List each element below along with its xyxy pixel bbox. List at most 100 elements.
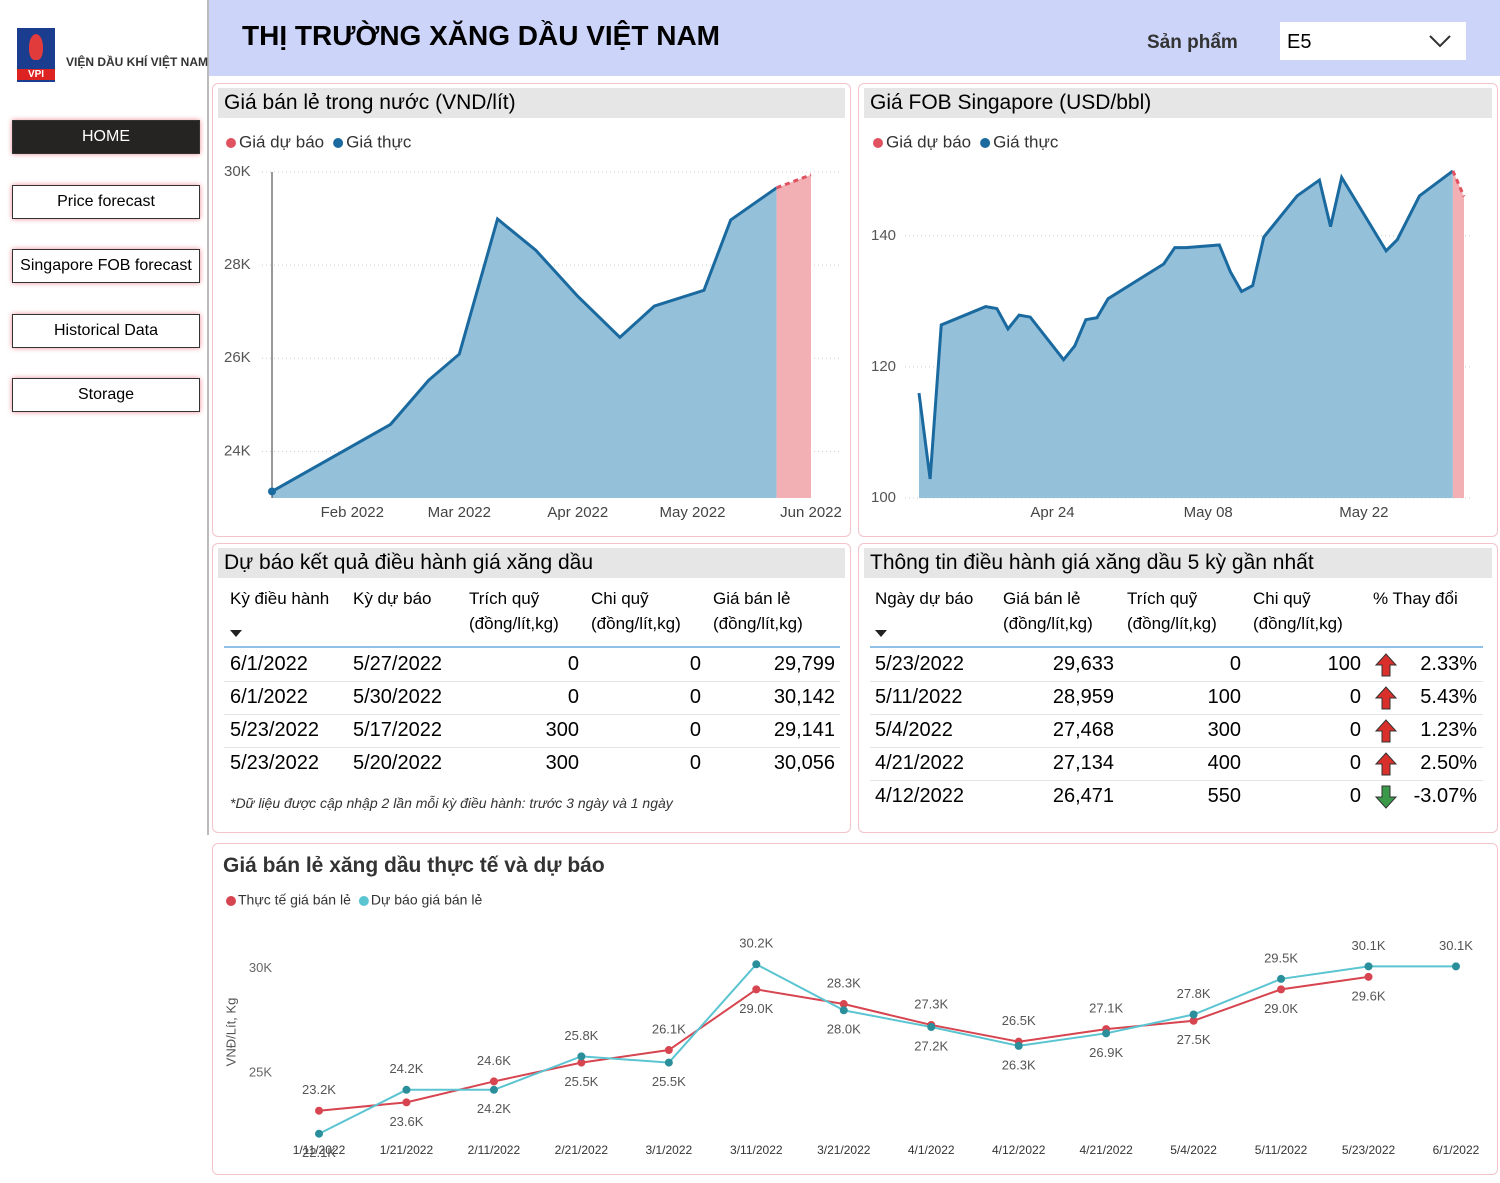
table-cell: -3.07%: [1413, 785, 1477, 807]
point-marker: [577, 1052, 586, 1061]
row-rule: [870, 780, 1483, 781]
table-cell: 550: [1207, 785, 1241, 807]
table-cell: 5/11/2022: [875, 686, 963, 708]
table-cell: 30,056: [773, 752, 835, 774]
data-label: 23.2K: [302, 1082, 336, 1097]
data-label: 27.5K: [1177, 1032, 1211, 1047]
filter-dropdown[interactable]: E5: [1280, 22, 1466, 60]
data-label: 30.1K: [1439, 938, 1473, 953]
x-tick-label: 3/11/2022: [730, 1143, 783, 1157]
table-cell: 300: [1207, 719, 1241, 741]
data-label: 27.1K: [1089, 1001, 1123, 1016]
y-tick-label: 24K: [224, 442, 251, 459]
row-rule: [224, 747, 840, 748]
data-label: 26.5K: [1002, 1013, 1036, 1028]
area-fill: [776, 174, 811, 498]
table-cell: 400: [1207, 752, 1241, 774]
panel: Thông tin điều hành giá xăng dầu 5 kỳ gầ…: [858, 543, 1498, 833]
data-label: 28.3K: [827, 975, 861, 990]
nav-button[interactable]: Historical Data: [12, 313, 200, 348]
x-tick-label: 5/23/2022: [1342, 1143, 1396, 1157]
y-tick-label: 30K: [224, 163, 251, 180]
change-arrow: [1374, 718, 1398, 744]
legend-marker: [333, 138, 344, 148]
x-tick-label: Feb 2022: [321, 504, 384, 521]
table-cell: 5/20/2022: [353, 752, 442, 774]
nav-button[interactable]: Singapore FOB forecast: [12, 249, 200, 283]
table-cell: 5/23/2022: [230, 719, 319, 741]
point-marker: [1277, 974, 1286, 983]
x-tick-label: Apr 2022: [547, 504, 608, 521]
nav-button[interactable]: Price forecast: [12, 184, 200, 219]
series-line: [776, 173, 812, 190]
table-cell: 2.33%: [1420, 653, 1477, 675]
legend-label: Thực tế giá bán lẻ: [238, 892, 351, 908]
data-label: 29.6K: [1352, 988, 1386, 1003]
y-tick-label: 26K: [224, 349, 251, 366]
table-cell: 1.23%: [1420, 719, 1477, 741]
sort-indicator: [875, 630, 887, 637]
panel-title: Thông tin điều hành giá xăng dầu 5 kỳ gầ…: [864, 548, 1492, 578]
point-marker: [752, 960, 761, 969]
table-cell: 100: [1327, 653, 1361, 675]
legend-label: Giá thực: [346, 132, 412, 151]
point-marker: [664, 1046, 673, 1055]
panel-title: Giá bán lẻ xăng dầu thực tế và dự báo: [223, 854, 605, 877]
nav-button[interactable]: HOME: [12, 120, 200, 154]
table-cell: 28,959: [1052, 686, 1114, 708]
sort-indicator: [230, 630, 242, 637]
point-marker: [1364, 972, 1373, 981]
table-cell: 5/4/2022: [875, 719, 953, 741]
x-tick-label: May 2022: [660, 504, 726, 521]
nav-button[interactable]: Storage: [12, 378, 200, 412]
data-label: 24.2K: [477, 1101, 511, 1116]
x-tick-label: 4/21/2022: [1079, 1143, 1133, 1157]
column-header: Giá bán lẻ (đồng/lít,kg): [713, 589, 803, 633]
table-cell: 0: [567, 653, 579, 675]
header-rule: [870, 646, 1483, 648]
legend-label: Giá dự báo: [239, 132, 324, 151]
logo-badge: VPI: [17, 69, 55, 80]
data-label: 26.9K: [1089, 1045, 1123, 1060]
panel: Giá bán lẻ xăng dầu thực tế và dự báo: [212, 843, 1498, 1175]
area-fill: [272, 187, 777, 498]
point-marker: [1189, 1010, 1198, 1019]
y-tick-label: 28K: [224, 256, 251, 273]
column-header: Giá bán lẻ (đồng/lít,kg): [1003, 589, 1093, 633]
y-tick-label: 140: [871, 227, 896, 244]
point-marker: [489, 1085, 498, 1094]
table-cell: 0: [689, 752, 701, 774]
data-label: 29.5K: [1264, 950, 1298, 965]
table-cell: 26,471: [1052, 785, 1114, 807]
x-tick-label: 5/4/2022: [1170, 1143, 1217, 1157]
column-header: Ngày dự báo: [875, 589, 974, 608]
panel-title: Giá bán lẻ trong nước (VND/lít): [218, 88, 845, 118]
x-tick-label: 6/1/2022: [1433, 1143, 1480, 1157]
column-header: Trích quỹ (đồng/lít,kg): [469, 589, 559, 633]
legend-marker: [358, 896, 369, 906]
table-cell: 0: [1349, 752, 1361, 774]
table-cell: 0: [1229, 653, 1241, 675]
x-tick-label: 2/21/2022: [555, 1143, 609, 1157]
y-tick-label: 100: [871, 489, 896, 506]
dropdown-arrow: [1429, 35, 1451, 48]
table-cell: 0: [1349, 785, 1361, 807]
point-marker: [315, 1129, 323, 1138]
point-marker: [268, 487, 276, 496]
point-marker: [1451, 962, 1460, 971]
column-header: Kỳ dự báo: [353, 589, 432, 608]
area-fill: [919, 170, 1453, 499]
sidebar: VPI VIỆN DẦU KHÍ VIỆT NAM: [0, 0, 209, 835]
table-cell: 27,134: [1052, 752, 1114, 774]
panel: Dự báo kết quả điều hành giá xăng dầu: [212, 543, 851, 833]
table-cell: 0: [689, 653, 701, 675]
series-line: [917, 169, 1454, 480]
table-cell: 5/30/2022: [353, 686, 442, 708]
column-header: Kỳ điều hành: [230, 589, 330, 608]
y-tick-label: 30K: [249, 960, 272, 975]
panel-title: Giá FOB Singapore (USD/bbl): [864, 88, 1492, 118]
x-tick-label: 4/12/2022: [992, 1143, 1046, 1157]
row-rule: [870, 747, 1483, 748]
logo-text: VIỆN DẦU KHÍ VIỆT NAM: [66, 55, 209, 69]
table-cell: 0: [567, 686, 579, 708]
